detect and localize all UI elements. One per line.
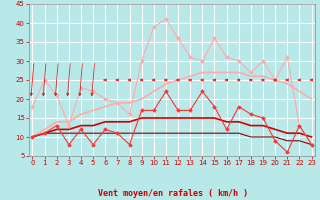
Text: Vent moyen/en rafales ( km/h ): Vent moyen/en rafales ( km/h ) bbox=[98, 189, 248, 198]
